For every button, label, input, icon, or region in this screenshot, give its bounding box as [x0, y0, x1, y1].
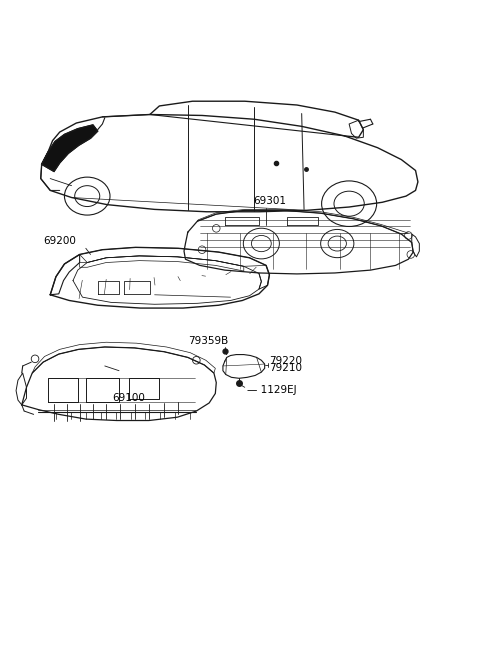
Text: 69200: 69200 — [43, 236, 76, 247]
Text: — 1129EJ: — 1129EJ — [247, 384, 297, 395]
Polygon shape — [42, 125, 97, 171]
Text: 69301: 69301 — [253, 195, 286, 205]
Text: 79220: 79220 — [269, 356, 302, 366]
Text: 69100: 69100 — [112, 393, 145, 403]
Text: 79210: 79210 — [269, 363, 302, 373]
Text: 79359B: 79359B — [188, 336, 228, 346]
